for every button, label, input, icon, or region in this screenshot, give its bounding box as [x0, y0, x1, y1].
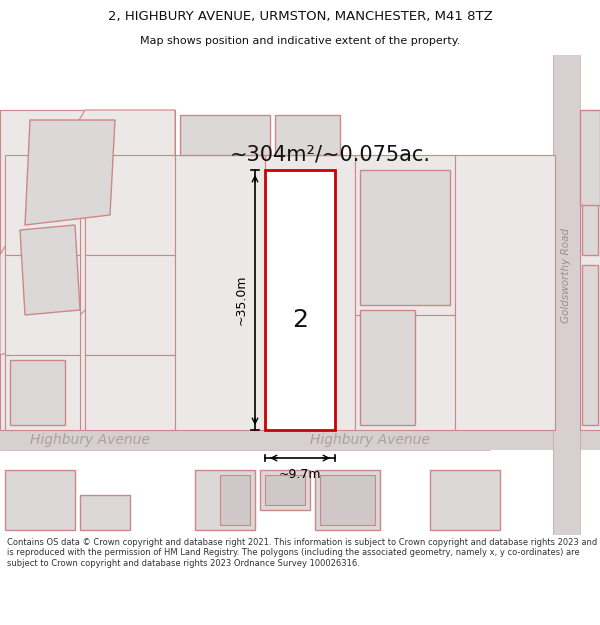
Polygon shape	[5, 255, 80, 355]
Polygon shape	[20, 225, 80, 315]
Polygon shape	[5, 470, 75, 530]
Text: 2: 2	[292, 308, 308, 332]
Text: ~35.0m: ~35.0m	[235, 275, 248, 325]
Bar	[0, 425, 600, 450]
Polygon shape	[85, 355, 175, 430]
Polygon shape	[580, 110, 600, 205]
Text: Highbury Avenue: Highbury Avenue	[30, 433, 150, 447]
Polygon shape	[175, 155, 265, 430]
Text: ~304m²/~0.075ac.: ~304m²/~0.075ac.	[230, 145, 431, 165]
Text: Map shows position and indicative extent of the property.: Map shows position and indicative extent…	[140, 36, 460, 46]
Polygon shape	[220, 475, 250, 525]
Polygon shape	[275, 115, 340, 155]
Polygon shape	[430, 470, 500, 530]
Polygon shape	[80, 495, 130, 530]
Polygon shape	[10, 360, 65, 425]
Polygon shape	[180, 115, 270, 155]
Polygon shape	[582, 115, 598, 255]
Polygon shape	[85, 155, 175, 255]
Bar	[553, 55, 580, 535]
Polygon shape	[265, 155, 355, 430]
Polygon shape	[582, 265, 598, 425]
Polygon shape	[85, 255, 175, 355]
Text: Contains OS data © Crown copyright and database right 2021. This information is : Contains OS data © Crown copyright and d…	[7, 538, 598, 568]
Text: ~9.7m: ~9.7m	[279, 468, 321, 481]
Polygon shape	[265, 475, 305, 505]
Polygon shape	[360, 310, 415, 425]
Polygon shape	[0, 110, 175, 430]
Polygon shape	[455, 155, 555, 430]
Polygon shape	[355, 315, 455, 430]
Bar	[265, 170, 335, 430]
Polygon shape	[360, 170, 450, 305]
Text: Highbury Avenue: Highbury Avenue	[310, 433, 430, 447]
Text: 2, HIGHBURY AVENUE, URMSTON, MANCHESTER, M41 8TZ: 2, HIGHBURY AVENUE, URMSTON, MANCHESTER,…	[107, 10, 493, 23]
Polygon shape	[580, 110, 600, 430]
Polygon shape	[320, 475, 375, 525]
Polygon shape	[260, 470, 310, 510]
Polygon shape	[355, 155, 455, 315]
Polygon shape	[5, 355, 80, 430]
Text: Goldsworthy Road: Goldsworthy Road	[561, 228, 571, 322]
Polygon shape	[5, 155, 80, 255]
Polygon shape	[195, 470, 255, 530]
Polygon shape	[315, 470, 380, 530]
Polygon shape	[25, 120, 115, 225]
Polygon shape	[0, 110, 175, 355]
